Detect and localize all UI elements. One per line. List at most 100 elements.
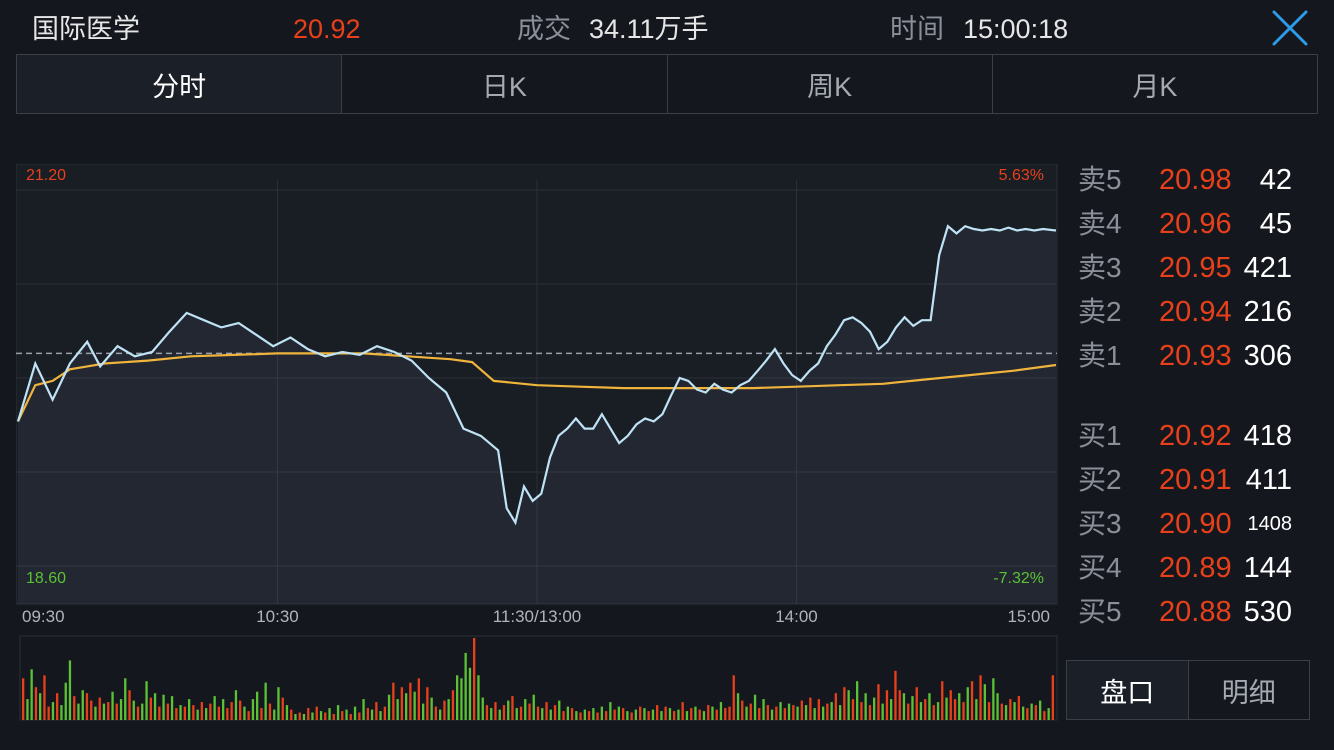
intraday-chart[interactable]: 21.20 18.60 5.63% -7.32% 09:30 10:30 11:30…	[16, 164, 1058, 724]
volume-bar	[1034, 705, 1037, 720]
volume-bar	[715, 709, 718, 720]
tab-trade-details[interactable]: 明细	[1187, 661, 1310, 719]
volume-bar	[239, 700, 242, 720]
volume-bar	[417, 678, 420, 720]
volume-bar	[443, 700, 446, 720]
volume-bar	[353, 706, 357, 720]
volume-bar	[902, 693, 906, 720]
volume-bar	[707, 705, 710, 720]
volume-bar	[873, 697, 876, 720]
volume-bar	[783, 708, 786, 720]
volume-bar	[251, 699, 255, 720]
ask-level-label: 卖1	[1078, 340, 1122, 371]
volume-bar	[494, 702, 497, 720]
tab-intraday[interactable]: 分时	[17, 55, 342, 113]
volume-bar	[583, 709, 586, 720]
volume-bar	[124, 678, 127, 720]
volume-bar	[311, 712, 314, 720]
volume-bar	[787, 703, 791, 720]
bid-price: 20.91	[1159, 464, 1232, 496]
ask-price: 20.93	[1159, 340, 1232, 372]
volume-bar	[111, 691, 114, 720]
volume-bar	[536, 706, 540, 720]
volume-bar	[268, 703, 272, 720]
bid-price: 20.88	[1159, 596, 1232, 628]
ask-volume: 45	[1259, 208, 1292, 240]
close-icon[interactable]	[1270, 8, 1310, 48]
volume-bar	[664, 706, 667, 720]
volume-bar	[383, 706, 386, 720]
tab-weekly-k[interactable]: 周K	[666, 55, 992, 113]
volume-bar	[205, 708, 208, 720]
volume-bar	[817, 699, 820, 720]
ask-price: 20.94	[1159, 296, 1232, 328]
volume-bar	[256, 691, 259, 720]
price-line	[16, 224, 1057, 526]
bid-volume: 411	[1245, 464, 1292, 496]
bid-row: 买5 20.88 530	[1078, 594, 1308, 630]
volume-bar	[332, 714, 335, 720]
volume-label: 成交	[517, 14, 571, 44]
volume-bar	[907, 703, 910, 720]
volume-bar	[822, 706, 825, 720]
ask-price: 20.95	[1159, 252, 1232, 284]
volume-bar	[970, 681, 974, 720]
volume-bar	[1004, 705, 1008, 720]
volume-bar	[396, 699, 399, 720]
volume-bar	[545, 702, 548, 720]
volume-bar	[400, 687, 403, 720]
volume-bar	[473, 638, 476, 720]
volume-bar	[647, 711, 650, 720]
volume-bar	[864, 693, 867, 720]
volume-bar	[958, 693, 961, 720]
volume-bar	[983, 684, 986, 720]
x-tick-label: 09:30	[22, 607, 65, 626]
volume-bar	[324, 712, 327, 720]
volume-bar	[94, 706, 97, 720]
tab-daily-k[interactable]: 日K	[341, 55, 666, 113]
volume-bar	[668, 708, 672, 720]
volume-bar	[149, 697, 152, 720]
volume-bar	[753, 694, 757, 720]
volume-bar	[839, 705, 842, 720]
volume-bar	[1051, 675, 1054, 720]
pct-max-label: 5.63%	[999, 167, 1044, 184]
volume-bar	[826, 703, 829, 720]
volume-bar	[770, 709, 774, 720]
volume-bar	[724, 708, 727, 720]
volume-bar	[175, 708, 178, 720]
bid-price: 20.92	[1159, 420, 1232, 452]
volume-bar	[98, 697, 101, 720]
ask-row: 卖5 20.98 42	[1078, 162, 1308, 198]
volume-bar	[605, 711, 608, 720]
volume-bar	[422, 703, 425, 720]
volume-bar	[1039, 700, 1042, 720]
volume-bar	[26, 699, 29, 720]
volume-bar	[260, 708, 263, 720]
volume-bar	[107, 702, 110, 720]
volume-bar	[528, 703, 531, 720]
time-label: 时间	[890, 14, 944, 44]
stock-name: 国际医学	[32, 14, 140, 44]
volume-bar	[936, 702, 940, 720]
volume-bar	[975, 699, 978, 720]
volume-bar	[387, 694, 391, 720]
detail-tabs: 盘口 明细	[1066, 660, 1310, 720]
tab-order-book[interactable]: 盘口	[1067, 661, 1188, 719]
ask-row: 卖2 20.94 216	[1078, 294, 1308, 330]
volume-bar	[809, 697, 812, 720]
volume-bar	[230, 702, 233, 720]
pct-min-label: -7.32%	[993, 570, 1044, 587]
volume-bar	[592, 708, 595, 720]
volume-bar	[226, 708, 229, 720]
volume-bar	[868, 705, 872, 720]
volume-bar	[685, 711, 689, 720]
volume-bar	[405, 693, 408, 720]
volume-bar	[302, 714, 306, 720]
volume-bar	[366, 708, 369, 720]
volume-bar	[188, 699, 191, 720]
tab-monthly-k[interactable]: 月K	[991, 55, 1317, 113]
volume-bar	[932, 705, 935, 720]
volume-bar	[447, 699, 450, 720]
volume-bar	[630, 712, 633, 720]
